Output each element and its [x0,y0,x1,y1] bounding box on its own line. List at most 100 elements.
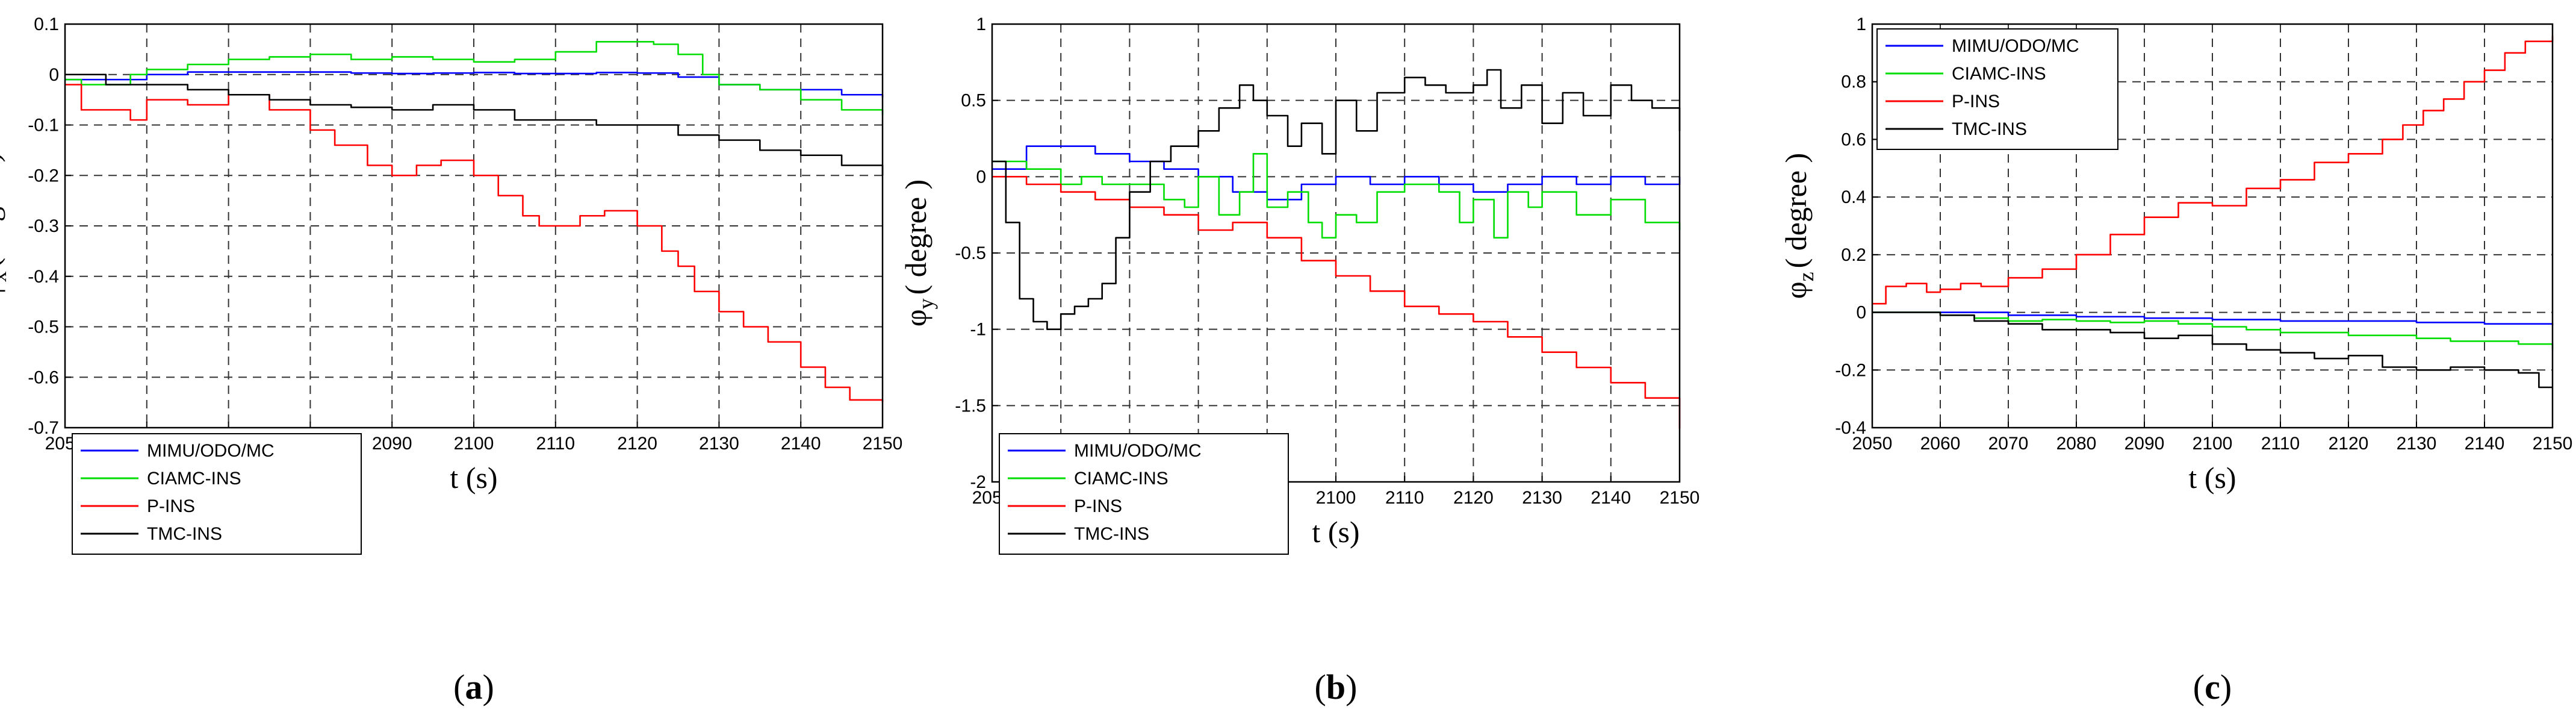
plot-frame [1871,23,2554,429]
y-tick-label: -0.5 [955,243,986,263]
subplot-b: 2050206020702080209021002110212021302140… [899,14,1699,707]
legend-label: TMC-INS [1952,119,2027,139]
caption-letter: b [1326,667,1345,707]
y-tick-label: -0.4 [1835,418,1866,438]
x-tick-label: 2050 [1852,434,1893,454]
subplot-a: 2050206020702080209021002110212021302140… [0,14,902,707]
legend-label: CIAMC-INS [147,469,241,489]
x-tick-label: 2120 [1453,488,1494,508]
x-tick-label: 2120 [2329,434,2369,454]
y-tick-label: 1 [976,14,986,34]
caption-close-paren: ) [483,667,494,707]
series-line-ciamc-ins [1872,311,2554,350]
caption-close-paren: ) [1345,667,1357,707]
y-axis-label-subscript: z [1794,272,1818,281]
series-line-p-ins [992,176,1681,429]
plot-frame [64,23,884,429]
legend-label: MIMU/ODO/MC [1074,441,1202,461]
y-tick-label: -0.1 [28,116,59,136]
y-axis-label-unit: ( degree ) [899,180,933,295]
series-line-tmc-ins [992,69,1681,330]
series-line-ciamc-ins [992,153,1681,239]
y-tick-label: 0 [1856,303,1866,323]
y-tick-label: 0.5 [961,91,986,111]
y-axis-label: φx ( degree ) [0,152,11,299]
y-tick-label: -1 [970,320,986,340]
x-tick-label: 2140 [2465,434,2505,454]
legend-label: TMC-INS [147,524,222,544]
x-tick-label: 2130 [699,434,739,454]
y-tick-label: -0.4 [28,267,59,287]
x-tick-label: 2090 [372,434,412,454]
series-line-p-ins [65,84,884,403]
x-tick-label: 2140 [1591,488,1631,508]
legend-label: CIAMC-INS [1952,64,2046,84]
y-tick-label: 0.1 [34,14,59,34]
legend-label: P-INS [1952,92,2000,111]
x-tick-label: 2150 [863,434,903,454]
series-line-p-ins [1872,36,2554,305]
caption-open-paren: ( [453,667,465,707]
x-axis-label: t (s) [2188,461,2236,495]
legend-label: P-INS [1074,496,1122,516]
y-tick-label: -0.7 [28,418,59,438]
legend-label: CIAMC-INS [1074,469,1169,489]
y-axis-label: φz ( degree ) [1779,153,1818,299]
y-tick-label: -0.2 [28,166,59,186]
y-axis-label-subscript: y [914,298,938,309]
series-line-tmc-ins [65,73,884,176]
subplot-c: 2050 2060 2070 2080 2090 2100 2110 2120 2130 2140… [1779,14,2572,707]
x-tick-label: 2090 [2124,434,2165,454]
series-line-mimu-odo-mc [992,145,1681,201]
y-axis-label-symbol: φ [1779,281,1813,299]
legend-label: MIMU/ODO/MC [1952,36,2079,56]
x-tick-label: 2080 [2056,434,2097,454]
x-tick-label: 2110 [1385,488,1424,508]
y-tick-label: 0.6 [1841,130,1866,149]
plot-frame [991,23,1681,483]
series-line-ciamc-ins [65,41,884,115]
y-axis-label-symbol: φ [0,282,5,299]
y-tick-label: 0.4 [1841,187,1866,207]
x-tick-label: 2150 [1660,488,1700,508]
subplot-caption: (c) [2193,667,2232,707]
y-tick-label: -0.5 [28,317,59,337]
subplot-caption: (b) [1315,667,1358,707]
y-axis-label-subscript: x [0,271,11,282]
y-tick-label: -1.5 [955,396,986,416]
x-tick-label: 2150 [2533,434,2573,454]
y-axis-label-unit: ( degree ) [0,152,5,268]
x-tick-label: 2130 [1522,488,1562,508]
legend-label: TMC-INS [1074,524,1149,544]
x-tick-label: 2060 [1920,434,1961,454]
caption-open-paren: ( [2193,667,2205,707]
y-tick-label: -0.3 [28,216,59,236]
x-tick-label: 2140 [781,434,821,454]
x-tick-label: 2110 [536,434,576,454]
x-tick-label: 2110 [2261,434,2300,454]
y-axis-label-unit: ( degree ) [1779,153,1813,269]
series-line-mimu-odo-mc [1872,311,2554,326]
x-tick-label: 2100 [2193,434,2233,454]
legend-label: P-INS [147,496,195,516]
y-tick-label: 0 [49,65,59,85]
y-axis-label-symbol: φ [899,309,933,326]
subplot-caption: (a) [453,667,494,707]
y-tick-label: -2 [970,472,986,492]
y-tick-label: 0.8 [1841,72,1866,92]
caption-letter: c [2205,667,2220,707]
y-tick-label: -0.6 [28,367,59,387]
x-tick-label: 2120 [617,434,657,454]
series-line-tmc-ins [1872,311,2553,389]
y-tick-label: 0.2 [1841,245,1866,265]
y-tick-label: 0 [976,167,986,187]
x-tick-label: 2070 [1988,434,2029,454]
y-tick-label: 1 [1856,14,1866,34]
x-tick-label: 2100 [454,434,494,454]
legend-label: MIMU/ODO/MC [147,441,275,461]
y-tick-label: -0.2 [1835,360,1866,380]
caption-close-paren: ) [2220,667,2232,707]
x-axis-label: t (s) [450,461,497,495]
y-axis-label: φy ( degree ) [899,180,938,326]
